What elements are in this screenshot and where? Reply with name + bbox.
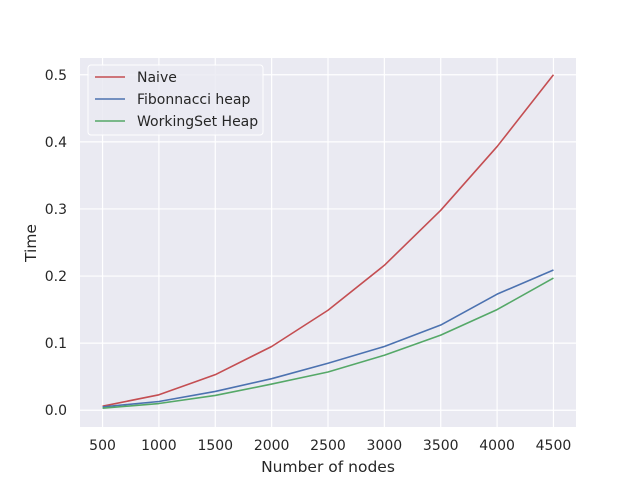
x-tick-label: 2500 — [310, 438, 346, 454]
legend: Naive Fibonnacci heap WorkingSet Heap — [87, 64, 264, 136]
y-tick-label: 0.1 — [45, 336, 67, 352]
legend-box — [87, 64, 264, 136]
legend-label: Fibonnacci heap — [137, 92, 251, 108]
x-tick-label: 4000 — [479, 438, 515, 454]
x-tick-labels: 500 1000 1500 2000 2500 3000 3500 4000 4500 — [89, 438, 571, 454]
x-tick-label: 1000 — [141, 438, 177, 454]
y-tick-label: 0.5 — [45, 68, 67, 84]
y-axis-label: Time — [22, 224, 40, 263]
y-tick-label: 0.3 — [45, 202, 67, 218]
x-tick-label: 1500 — [197, 438, 233, 454]
series-line-fibonnacci-heap — [102, 269, 554, 408]
legend-label: Naive — [137, 70, 177, 86]
y-tick-labels: 0.0 0.1 0.2 0.3 0.4 0.5 — [45, 68, 67, 419]
x-tick-label: 2000 — [254, 438, 290, 454]
x-tick-label: 4500 — [536, 438, 572, 454]
y-tick-label: 0.0 — [45, 403, 67, 419]
x-tick-label: 500 — [89, 438, 116, 454]
x-tick-label: 3000 — [367, 438, 403, 454]
series-lines — [102, 74, 555, 410]
x-axis-label: Number of nodes — [261, 458, 395, 476]
x-tick-label: 3500 — [423, 438, 459, 454]
y-tick-label: 0.2 — [45, 269, 67, 285]
y-tick-label: 0.4 — [45, 135, 67, 151]
series-line-workingset-heap — [102, 277, 554, 410]
legend-label: WorkingSet Heap — [137, 114, 258, 130]
series-line-naive — [102, 74, 555, 407]
